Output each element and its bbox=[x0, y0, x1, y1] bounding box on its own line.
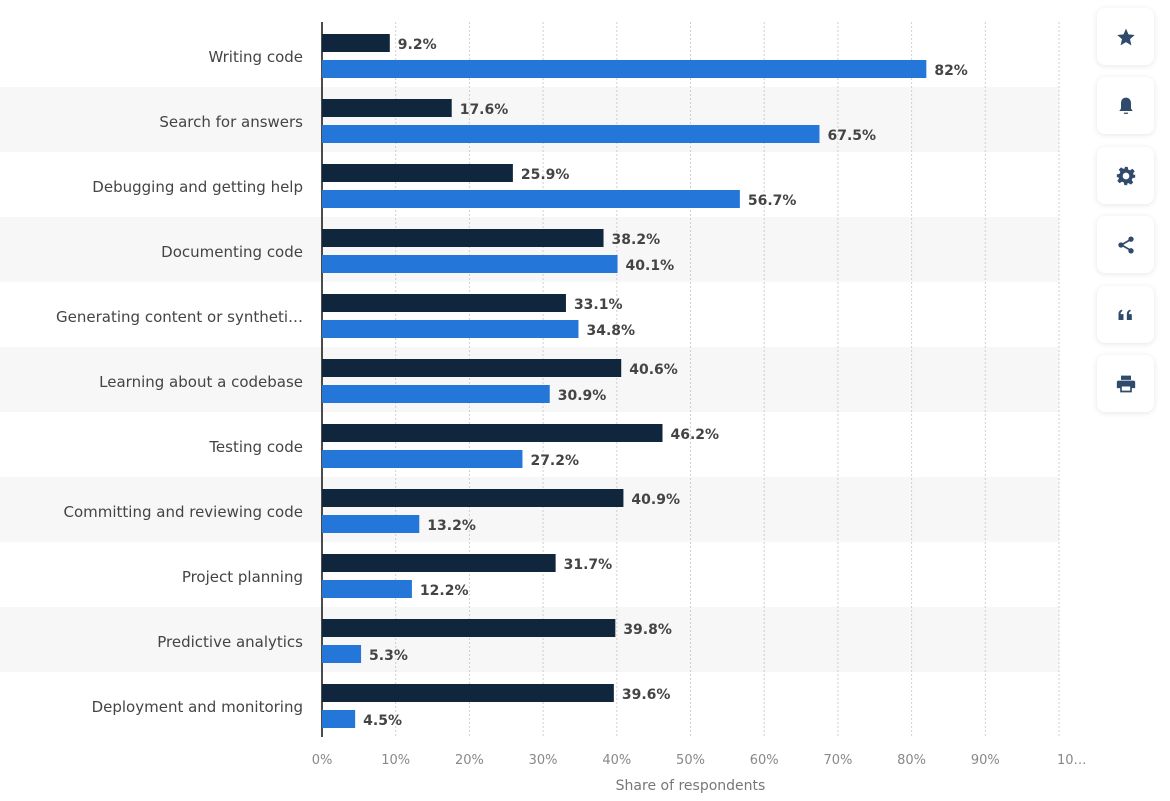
bell-icon bbox=[1118, 97, 1133, 114]
bar bbox=[322, 515, 420, 533]
data-label: 4.5% bbox=[363, 713, 402, 729]
cite-button[interactable] bbox=[1097, 286, 1154, 343]
bar bbox=[322, 619, 616, 637]
settings-button[interactable] bbox=[1097, 147, 1154, 204]
bar bbox=[322, 359, 622, 377]
bar-chart: 0% 10% 20% 30% 40% 50% 60% 70% 80% 90% 10… Writing … bbox=[0, 22, 1087, 794]
data-label: 56.7% bbox=[748, 193, 797, 209]
x-tick-label: 10% bbox=[381, 753, 410, 768]
share-button[interactable] bbox=[1097, 216, 1154, 273]
x-tick-label: 40% bbox=[602, 753, 631, 768]
bar bbox=[322, 294, 566, 312]
data-label: 12.2% bbox=[420, 583, 469, 599]
print-button[interactable] bbox=[1097, 355, 1154, 412]
data-label: 67.5% bbox=[827, 128, 876, 144]
data-label: 31.7% bbox=[564, 557, 613, 573]
category-label: Writing code bbox=[208, 48, 303, 66]
category-label: Testing code bbox=[208, 438, 303, 456]
bar bbox=[322, 229, 604, 247]
bar bbox=[322, 164, 513, 182]
category-label: Learning about a codebase bbox=[99, 373, 303, 391]
notification-button[interactable] bbox=[1097, 77, 1154, 134]
data-label: 40.9% bbox=[631, 492, 680, 508]
print-icon bbox=[1116, 375, 1135, 392]
data-label: 17.6% bbox=[460, 102, 509, 118]
category-label: Project planning bbox=[182, 568, 303, 586]
data-label: 5.3% bbox=[369, 648, 408, 664]
data-label: 34.8% bbox=[586, 323, 635, 339]
x-tick-label: 30% bbox=[529, 753, 558, 768]
bar bbox=[322, 554, 556, 572]
bar bbox=[322, 99, 452, 117]
data-label: 33.1% bbox=[574, 297, 623, 313]
share-icon bbox=[1117, 236, 1134, 253]
data-label: 39.8% bbox=[623, 622, 672, 638]
x-axis-title: Share of respondents bbox=[616, 778, 766, 794]
data-label: 39.6% bbox=[622, 687, 671, 703]
category-label: Documenting code bbox=[161, 243, 303, 261]
category-label: Debugging and getting help bbox=[92, 178, 303, 196]
category-label: Search for answers bbox=[159, 113, 303, 131]
bar bbox=[322, 190, 740, 208]
x-tick-label: 0% bbox=[312, 753, 333, 768]
x-tick-label: 20% bbox=[455, 753, 484, 768]
row-band bbox=[0, 607, 1059, 672]
favorite-button[interactable] bbox=[1097, 8, 1154, 65]
category-label: Deployment and monitoring bbox=[92, 698, 303, 716]
data-label: 40.1% bbox=[626, 258, 675, 274]
bar bbox=[322, 489, 624, 507]
data-label: 13.2% bbox=[427, 518, 476, 534]
bar bbox=[322, 450, 523, 468]
x-tick-label: 70% bbox=[823, 753, 852, 768]
data-label: 25.9% bbox=[521, 167, 570, 183]
data-label: 9.2% bbox=[398, 37, 437, 53]
bar bbox=[322, 385, 550, 403]
x-tick-label: 50% bbox=[676, 753, 705, 768]
category-label: Generating content or syntheti… bbox=[56, 308, 303, 326]
bar bbox=[322, 34, 390, 52]
star-icon bbox=[1116, 28, 1135, 45]
data-label: 40.6% bbox=[629, 362, 678, 378]
x-tick-label: 80% bbox=[897, 753, 926, 768]
row-band bbox=[0, 477, 1059, 542]
bar bbox=[322, 580, 412, 598]
bar bbox=[322, 125, 820, 143]
bar bbox=[322, 60, 927, 78]
gear-icon bbox=[1116, 166, 1135, 185]
category-label: Committing and reviewing code bbox=[63, 503, 303, 521]
bar bbox=[322, 645, 362, 663]
data-label: 38.2% bbox=[612, 232, 661, 248]
bar bbox=[322, 255, 618, 273]
bar bbox=[322, 710, 356, 728]
quote-icon bbox=[1118, 309, 1132, 320]
data-label: 46.2% bbox=[670, 427, 719, 443]
data-label: 82% bbox=[934, 63, 968, 79]
x-tick-label: 90% bbox=[971, 753, 1000, 768]
data-label: 27.2% bbox=[530, 453, 579, 469]
data-label: 30.9% bbox=[558, 388, 607, 404]
category-label: Predictive analytics bbox=[157, 633, 303, 651]
x-tick-label: 60% bbox=[750, 753, 779, 768]
bar bbox=[322, 320, 579, 338]
bar bbox=[322, 684, 614, 702]
x-tick-label: 10… bbox=[1057, 753, 1087, 768]
bar bbox=[322, 424, 663, 442]
